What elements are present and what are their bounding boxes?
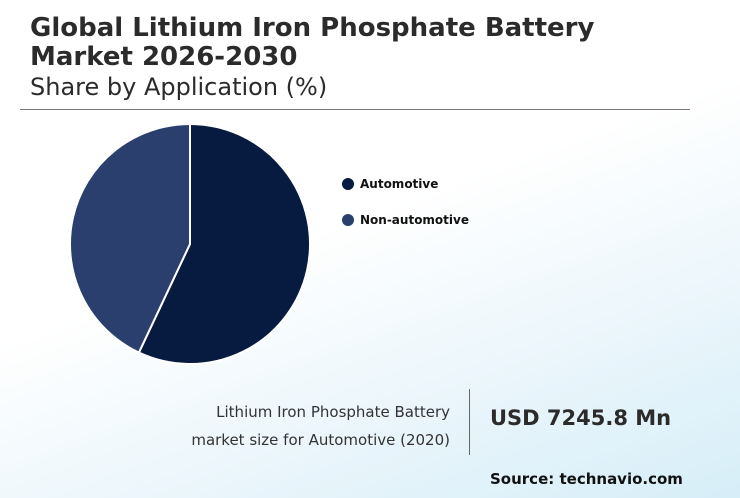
legend-label-non-automotive: Non-automotive [360, 213, 469, 227]
chart-subtitle: Share by Application (%) [30, 73, 328, 101]
kpi-description-line1: Lithium Iron Phosphate Battery [216, 403, 450, 421]
kpi-description: Lithium Iron Phosphate Battery market si… [150, 398, 450, 454]
legend-label-automotive: Automotive [360, 177, 439, 191]
legend-item-automotive: Automotive [342, 175, 469, 193]
legend: Automotive Non-automotive [342, 175, 469, 247]
chart-title: Global Lithium Iron Phosphate Battery Ma… [30, 13, 595, 72]
pie-slice-non-automotive [69, 122, 191, 354]
pie-slice-automotive [137, 122, 311, 365]
source-credit: Source: technavio.com [490, 470, 683, 488]
kpi-value: USD 7245.8 Mn [490, 406, 672, 430]
pie-chart [69, 122, 311, 365]
kpi-divider [469, 389, 470, 455]
legend-swatch-automotive [342, 178, 354, 190]
header-divider [20, 109, 690, 110]
legend-swatch-non-automotive [342, 214, 354, 226]
legend-item-non-automotive: Non-automotive [342, 211, 469, 229]
kpi-description-line2: market size for Automotive (2020) [191, 431, 450, 449]
